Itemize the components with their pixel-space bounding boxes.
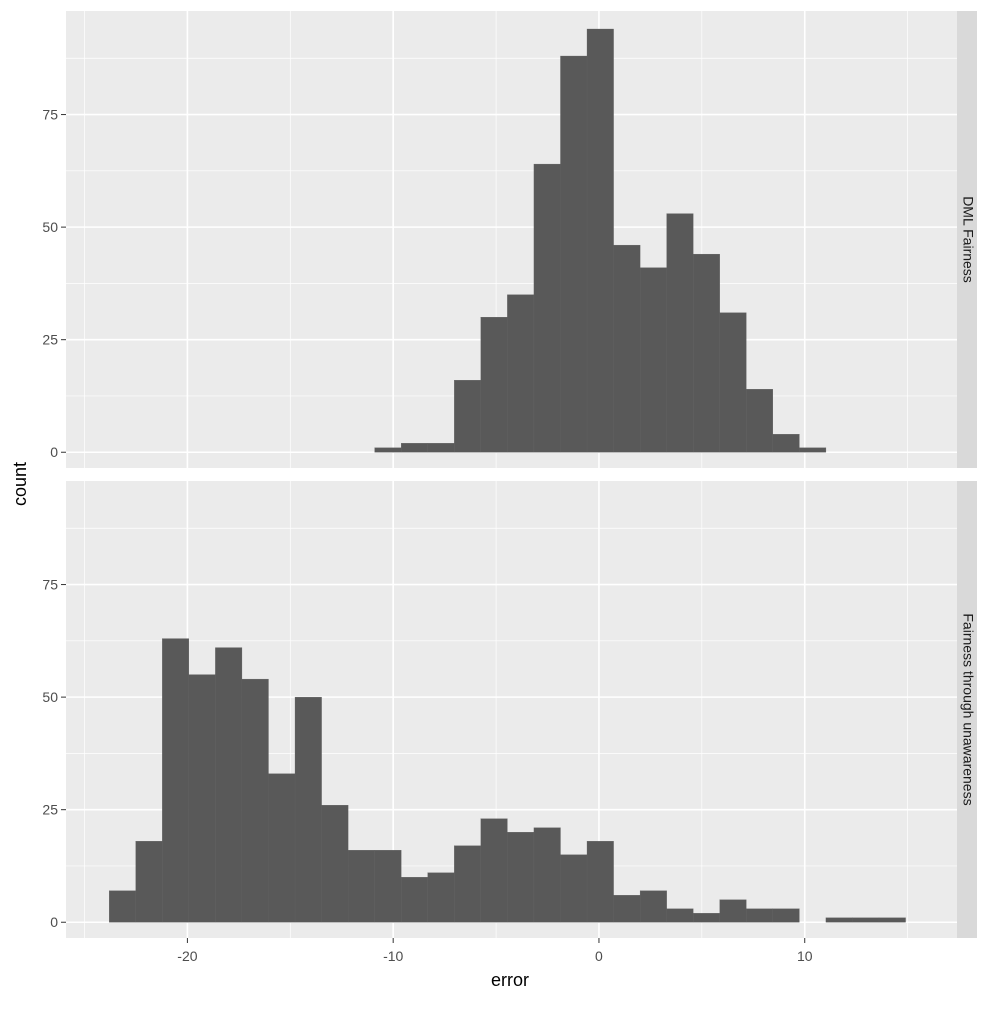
facet-strip	[957, 11, 977, 468]
x-tick-label: 0	[595, 948, 603, 964]
y-tick-label: 50	[42, 689, 58, 705]
histogram-bar	[294, 696, 322, 923]
histogram-bar	[613, 244, 641, 453]
histogram-bar	[162, 638, 189, 923]
y-tick-label: 25	[42, 332, 58, 348]
histogram-bar	[374, 850, 402, 923]
histogram-bar	[613, 895, 641, 923]
facet-panel-1: 0 25 50 75 DML Fairness	[42, 11, 977, 468]
histogram-bar	[772, 434, 800, 453]
histogram-bar	[241, 678, 269, 923]
x-tick-label: -20	[177, 948, 197, 964]
facet-panel-2: 0 25 50 75 Fairness through unawareness	[42, 481, 977, 938]
facet-panels: 0 25 50 75 DML Fairness 0 25 50 75 Fairness throu…	[42, 11, 977, 938]
histogram-bar	[268, 773, 296, 923]
histogram-bar	[560, 854, 588, 923]
x-tick-label: -10	[383, 948, 403, 964]
histogram-bar	[639, 267, 667, 453]
histogram-bar	[533, 163, 561, 453]
histogram-bar	[401, 443, 428, 453]
histogram-bar	[135, 841, 163, 923]
histogram-bar	[347, 850, 375, 923]
histogram-bar	[693, 913, 720, 923]
histogram-bar	[639, 890, 667, 923]
histogram-bar	[427, 443, 455, 453]
histogram-bar	[586, 841, 614, 923]
histogram-bar	[719, 312, 747, 453]
histogram-bar	[560, 55, 588, 453]
histogram-bar	[586, 28, 614, 453]
histogram-bar	[746, 389, 773, 453]
histogram-bar	[799, 447, 827, 453]
histogram-bar	[454, 380, 481, 453]
histogram-bar	[507, 832, 535, 923]
y-axis-title: count	[10, 462, 30, 506]
histogram-bar	[693, 253, 720, 453]
x-axis: -20 -10 0 10	[177, 938, 813, 964]
y-tick-label: 75	[42, 577, 58, 593]
histogram-bar	[427, 872, 455, 923]
y-tick-label: 75	[42, 107, 58, 123]
histogram-bar	[878, 917, 906, 923]
histogram-bar	[666, 213, 694, 453]
histogram-bar	[507, 294, 535, 453]
y-tick-label: 0	[50, 444, 58, 460]
facet-strip	[957, 481, 977, 938]
histogram-bar	[215, 647, 243, 923]
histogram-bar	[401, 877, 428, 923]
facet-strip-label: Fairness through unawareness	[960, 613, 976, 805]
histogram-bar	[533, 827, 561, 923]
histogram-bar	[321, 805, 349, 923]
histogram-bar	[825, 917, 853, 923]
histogram-bar	[188, 674, 216, 923]
histogram-bar	[746, 908, 773, 923]
y-tick-label: 0	[50, 914, 58, 930]
histogram-bar	[772, 908, 800, 923]
facet-strip-label: DML Fairness	[960, 196, 976, 283]
histogram-bar	[852, 917, 880, 923]
x-tick-label: 10	[797, 948, 813, 964]
y-tick-label: 50	[42, 219, 58, 235]
histogram-bar	[454, 845, 481, 923]
histogram-bar	[374, 447, 402, 453]
histogram-bar	[109, 890, 136, 923]
y-tick-label: 25	[42, 802, 58, 818]
histogram-bar	[480, 317, 508, 453]
histogram-bar	[719, 899, 747, 923]
histogram-bar	[666, 908, 694, 923]
x-axis-title: error	[491, 970, 529, 990]
histogram-bar	[480, 818, 508, 923]
